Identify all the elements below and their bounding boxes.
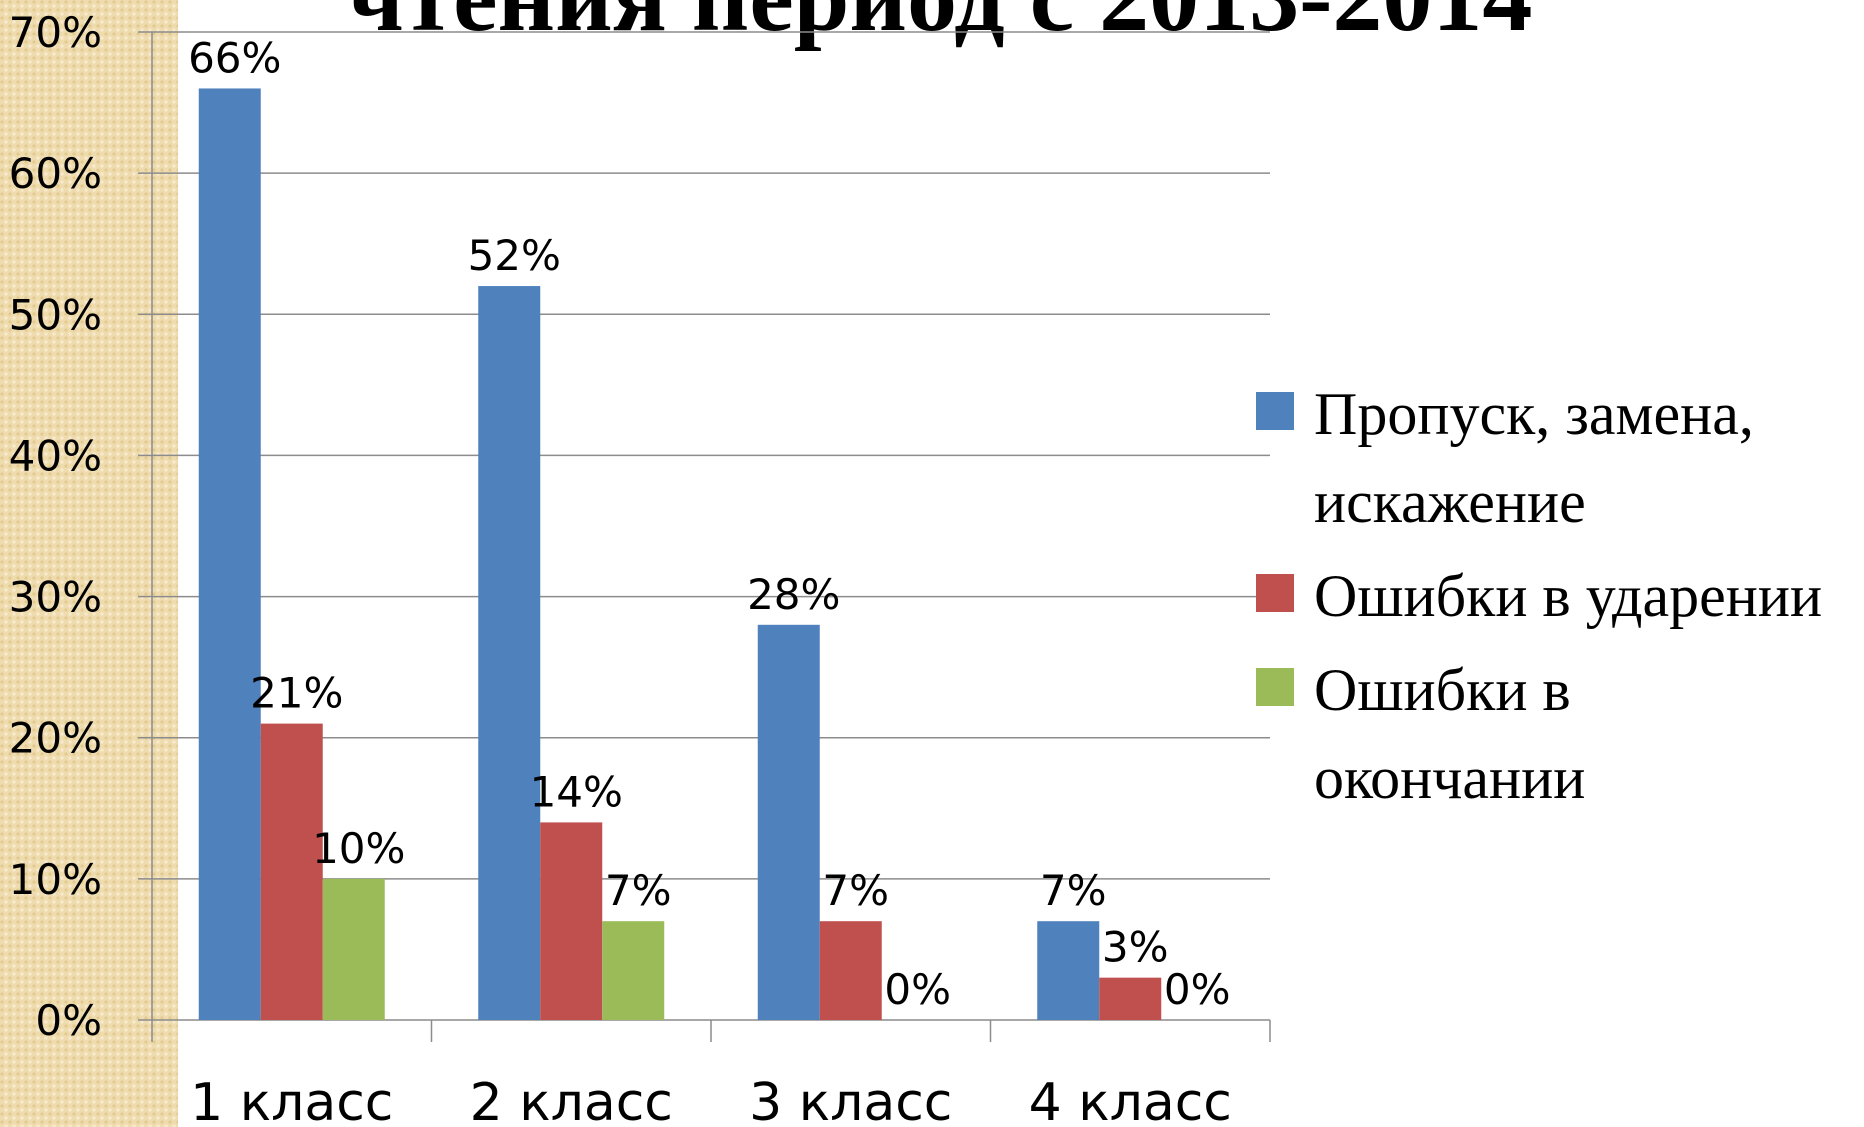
legend-item: Пропуск, замена, искажение [1256, 370, 1854, 546]
y-tick-label: 40% [9, 431, 102, 480]
y-tick-label: 20% [9, 714, 102, 763]
x-tick-label: 1 класс [190, 1073, 393, 1127]
y-tick-label: 50% [9, 290, 102, 339]
legend-swatch [1256, 392, 1294, 430]
y-tick-label: 60% [9, 149, 102, 198]
bar [819, 921, 882, 1020]
value-label: 14% [530, 767, 623, 816]
chart-title: чтения период с 2013-2014 [348, 0, 1533, 52]
bar [602, 921, 665, 1020]
value-label: 0% [1164, 965, 1231, 1014]
bar [1037, 921, 1100, 1020]
bar [260, 723, 323, 1020]
bar [322, 878, 385, 1020]
legend: Пропуск, замена, искажение Ошибки в ударе… [1256, 370, 1856, 828]
value-label: 7% [605, 866, 672, 915]
value-label: 28% [747, 570, 840, 619]
value-label: 7% [822, 866, 889, 915]
y-tick-label: 0% [35, 996, 102, 1045]
x-tick-label: 3 класс [749, 1073, 952, 1127]
value-label: 21% [250, 669, 343, 718]
value-label: 3% [1102, 923, 1169, 972]
value-label: 10% [312, 824, 405, 873]
legend-item: Ошибки в окончании [1256, 646, 1854, 822]
legend-label: Пропуск, замена, искажение [1314, 381, 1754, 535]
legend-label: Ошибки в ударении [1314, 563, 1823, 629]
legend-swatch [1256, 668, 1294, 706]
value-label: 7% [1040, 866, 1107, 915]
side-strip [0, 0, 178, 1127]
x-tick-label: 2 класс [470, 1073, 673, 1127]
y-tick-label: 70% [9, 8, 102, 57]
bar [757, 624, 820, 1020]
legend-item: Ошибки в ударении [1256, 552, 1854, 640]
y-tick-label: 10% [9, 855, 102, 904]
value-label: 0% [884, 965, 951, 1014]
bar [1099, 977, 1162, 1020]
bar [540, 822, 603, 1020]
y-tick-label: 30% [9, 573, 102, 622]
value-label: 66% [188, 33, 281, 82]
legend-swatch [1256, 574, 1294, 612]
legend-label: Ошибки в окончании [1314, 657, 1586, 811]
value-label: 52% [468, 231, 561, 280]
x-tick-label: 4 класс [1029, 1073, 1232, 1127]
bar [478, 286, 541, 1020]
bar [198, 88, 261, 1020]
